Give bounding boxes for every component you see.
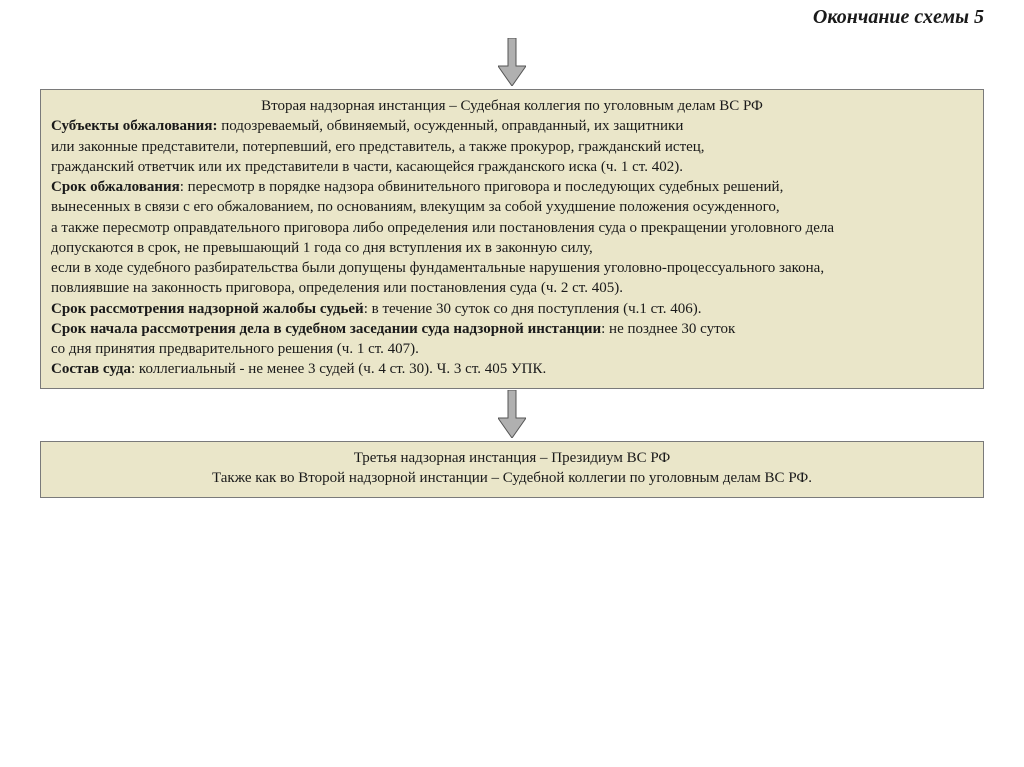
label-start-period: Срок начала рассмотрения дела в судебном… (51, 321, 601, 337)
box1-line: Срок рассмотрения надзорной жалобы судье… (51, 299, 973, 319)
text: : в течение 30 суток со дня поступления … (364, 301, 702, 317)
label-deadline: Срок обжалования (51, 179, 180, 195)
box1-title: Вторая надзорная инстанция – Судебная ко… (51, 96, 973, 116)
page-title: Окончание схемы 5 (813, 6, 984, 29)
page-root: Окончание схемы 5 Вторая надзорная инста… (0, 0, 1024, 767)
box-second-instance: Вторая надзорная инстанция – Судебная ко… (40, 89, 984, 389)
label-court-composition: Состав суда (51, 361, 131, 377)
box1-line: Срок обжалования: пересмотр в порядке на… (51, 177, 973, 197)
arrow-down-icon (498, 38, 526, 86)
box1-line: а также пересмотр оправдательного пригов… (51, 218, 973, 238)
text: : не позднее 30 суток (601, 321, 735, 337)
arrow-down-icon (498, 390, 526, 438)
box1-line: если в ходе судебного разбирательства бы… (51, 258, 973, 278)
box-third-instance: Третья надзорная инстанция – Президиум В… (40, 441, 984, 498)
text: подозреваемый, обвиняемый, осужденный, о… (217, 118, 683, 134)
label-review-period: Срок рассмотрения надзорной жалобы судье… (51, 301, 364, 317)
box2-title: Третья надзорная инстанция – Президиум В… (51, 448, 973, 468)
box1-line: допускаются в срок, не превышающий 1 год… (51, 238, 973, 258)
box1-line: со дня принятия предварительного решения… (51, 339, 973, 359)
box2-line: Также как во Второй надзорной инстанции … (51, 468, 973, 488)
box1-line: вынесенных в связи с его обжалованием, п… (51, 197, 973, 217)
text: : коллегиальный - не менее 3 судей (ч. 4… (131, 361, 546, 377)
box1-line: Срок начала рассмотрения дела в судебном… (51, 319, 973, 339)
box1-line: или законные представители, потерпевший,… (51, 137, 973, 157)
box1-line: повлиявшие на законность приговора, опре… (51, 278, 973, 298)
box1-line: Состав суда: коллегиальный - не менее 3 … (51, 359, 973, 379)
label-subjects: Субъекты обжалования: (51, 118, 217, 134)
box1-line: гражданский ответчик или их представител… (51, 157, 973, 177)
box1-line: Субъекты обжалования: подозреваемый, обв… (51, 116, 973, 136)
text: : пересмотр в порядке надзора обвинитель… (180, 179, 784, 195)
